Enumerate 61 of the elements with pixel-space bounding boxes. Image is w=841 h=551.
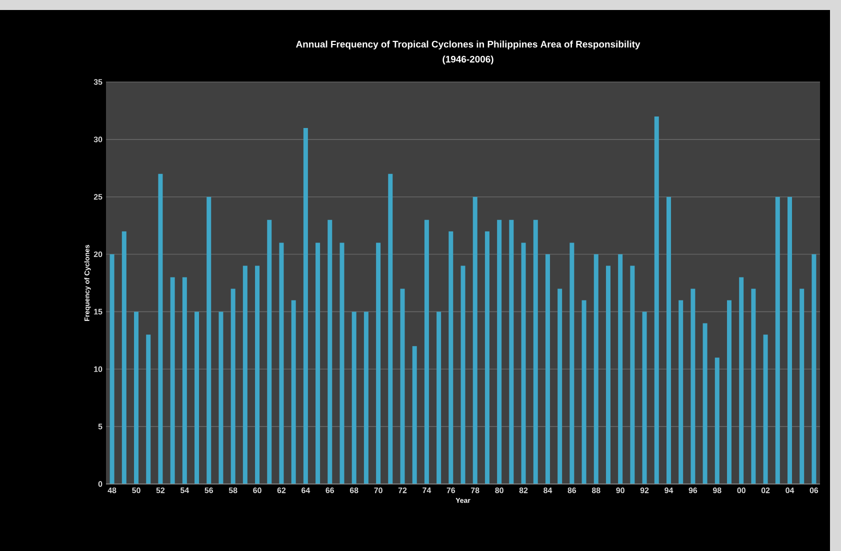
bar: [400, 288, 405, 484]
bar: [678, 300, 684, 484]
bar: [714, 358, 720, 484]
bar: [666, 196, 671, 484]
bar: [436, 312, 442, 484]
bar: [316, 242, 320, 484]
bar: [509, 220, 514, 484]
bar: [606, 266, 610, 484]
bar: [412, 346, 417, 484]
bar: [122, 231, 126, 484]
bar: [376, 242, 381, 484]
bar: [279, 242, 284, 484]
bar: [775, 196, 780, 484]
bar: [558, 288, 562, 484]
bar: [582, 300, 586, 484]
bar: [303, 128, 308, 484]
bar: [630, 266, 635, 484]
bar: [533, 220, 538, 484]
bar: [230, 288, 236, 484]
bar: [472, 196, 478, 484]
bar: [763, 334, 768, 484]
bar: [570, 242, 574, 484]
bar: [194, 312, 200, 484]
bar: [484, 231, 490, 484]
bar: [642, 312, 647, 484]
bar: [146, 334, 151, 484]
bar: [255, 266, 260, 484]
bar: [726, 300, 732, 484]
bar: [800, 288, 804, 484]
bar: [110, 254, 114, 484]
chart-title: Annual Frequency of Tropical Cyclones in Philippines Area of Responsibility: [296, 40, 640, 50]
bar: [702, 323, 708, 484]
bar: [654, 116, 659, 484]
bar: [267, 220, 272, 484]
bar: [134, 312, 139, 484]
bar: [352, 312, 356, 484]
bar: [812, 254, 816, 484]
bar: [364, 312, 368, 484]
bar: [788, 196, 792, 484]
bar: [424, 220, 429, 484]
bar: [291, 300, 296, 484]
bar: [460, 266, 466, 484]
bar: [340, 242, 344, 484]
bar: [218, 312, 224, 484]
bar: [388, 174, 393, 484]
bar: [594, 254, 598, 484]
bar: [328, 220, 332, 484]
chart-subtitle: (1946-2006): [442, 56, 494, 64]
bar: [545, 254, 550, 484]
bar: [448, 231, 454, 484]
bar: [618, 254, 623, 484]
bar: [497, 220, 502, 484]
bar: [521, 242, 526, 484]
bar: [170, 277, 175, 484]
bar: [751, 288, 756, 484]
bar: [182, 277, 187, 484]
bar: [206, 196, 212, 484]
bar: [739, 277, 744, 484]
bar: [242, 266, 248, 484]
bar: [690, 288, 696, 484]
bar: [158, 174, 163, 484]
